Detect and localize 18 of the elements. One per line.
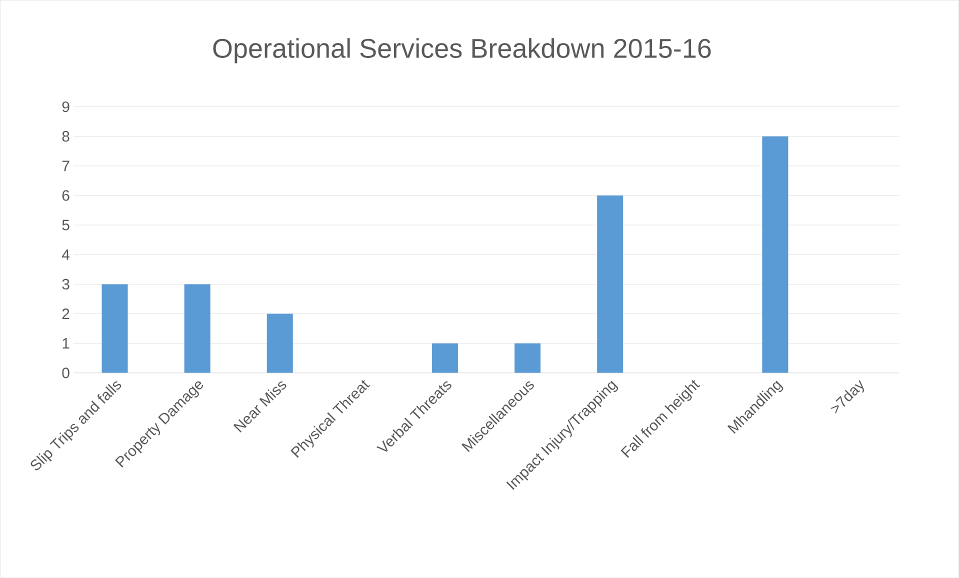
y-tick-label: 8	[62, 131, 70, 142]
bar	[514, 343, 541, 374]
y-tick-label: 9	[62, 102, 70, 112]
bar	[432, 343, 458, 374]
y-tick-label: 6	[62, 190, 70, 201]
bar	[266, 314, 293, 374]
bar	[184, 284, 210, 374]
y-tick-label: 3	[62, 279, 70, 290]
bar	[597, 196, 624, 374]
y-tick-label: 4	[62, 250, 70, 260]
y-tick-label: 1	[62, 338, 70, 349]
y-tick-label: 5	[62, 220, 70, 230]
y-tick-label: 7	[62, 160, 70, 172]
bar	[762, 136, 788, 374]
bar	[102, 284, 128, 374]
y-tick-label: 2	[62, 308, 70, 320]
chart-title: Operational Services Breakdown 2015-16	[213, 38, 711, 64]
y-tick-label: 0	[62, 368, 70, 378]
